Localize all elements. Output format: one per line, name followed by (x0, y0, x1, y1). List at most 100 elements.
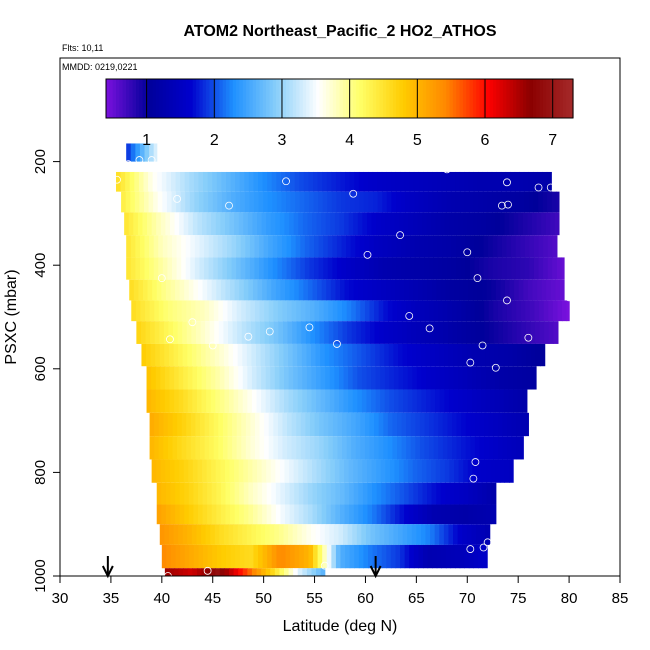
heatmap-cell (547, 235, 553, 258)
heatmap-cell (309, 257, 315, 280)
heatmap-cell (381, 544, 387, 569)
heatmap-cell (264, 300, 270, 322)
heatmap-cell (183, 212, 189, 236)
heatmap-cell (165, 279, 172, 301)
colorbar-segment (456, 79, 461, 118)
heatmap-cell (445, 279, 451, 301)
heatmap-cell (250, 321, 257, 344)
heatmap-cell (192, 366, 198, 390)
heatmap-cell (253, 191, 260, 213)
heatmap-cell (144, 143, 150, 162)
heatmap-cell (431, 459, 437, 483)
heatmap-cell (448, 343, 454, 367)
heatmap-cell (430, 524, 436, 545)
heatmap-cell (515, 257, 521, 280)
heatmap-cell (427, 544, 433, 569)
heatmap-cell (247, 366, 253, 390)
heatmap-cell (400, 171, 406, 192)
heatmap-cell (236, 235, 242, 258)
heatmap-cell (360, 321, 367, 344)
heatmap-cell (293, 212, 299, 236)
heatmap-cell (408, 504, 414, 525)
colorbar-segment (556, 79, 561, 118)
heatmap-cell (167, 235, 173, 258)
heatmap-cell (318, 191, 324, 213)
heatmap-cell (311, 568, 317, 576)
heatmap-cell (144, 235, 150, 258)
heatmap-cell (397, 436, 403, 460)
y-tick-label: 1000 (32, 559, 49, 592)
heatmap-cell (501, 235, 508, 258)
heatmap-cell (214, 343, 220, 367)
heatmap-cell (383, 412, 389, 437)
heatmap-cell (309, 300, 316, 322)
heatmap-cell (419, 412, 426, 437)
heatmap-cell (421, 212, 428, 236)
heatmap-cell (353, 504, 359, 525)
heatmap-cell (312, 504, 318, 525)
heatmap-cell (380, 459, 386, 483)
heatmap-cell (359, 235, 366, 258)
heatmap-cell (145, 300, 151, 322)
heatmap-cell (392, 321, 399, 344)
heatmap-cell (186, 321, 192, 344)
heatmap-cell (216, 171, 222, 192)
heatmap-cell (308, 191, 315, 213)
heatmap-cell (239, 171, 245, 192)
colorbar-segment (322, 79, 327, 118)
heatmap-cell (360, 412, 366, 437)
heatmap-cell (264, 436, 270, 460)
heatmap-cell (375, 389, 381, 413)
heatmap-cell (485, 343, 491, 367)
heatmap-cell (193, 279, 199, 301)
heatmap-cell (511, 300, 517, 322)
heatmap-cell (342, 321, 348, 344)
heatmap-cell (550, 212, 556, 236)
heatmap-cell (238, 389, 244, 413)
colorbar-segment (382, 79, 387, 118)
heatmap-cell (353, 482, 359, 505)
heatmap-cell (316, 459, 322, 483)
heatmap-cell (279, 568, 285, 576)
heatmap-cell (452, 300, 458, 322)
heatmap-cell (377, 191, 383, 213)
heatmap-cell (324, 321, 330, 344)
sample-point (478, 341, 487, 350)
heatmap-cell (183, 568, 189, 576)
heatmap-cell (524, 191, 530, 213)
heatmap-cell (249, 191, 255, 213)
heatmap-cell (386, 191, 393, 213)
heatmap-cell (247, 568, 253, 576)
heatmap-cell (185, 257, 191, 280)
colorbar-segment (559, 79, 564, 118)
heatmap-cell (338, 343, 344, 367)
heatmap-cell (282, 436, 288, 460)
colorbar-segment (139, 79, 144, 118)
heatmap-cell (320, 366, 326, 390)
heatmap-cell (440, 504, 446, 525)
heatmap-cell (365, 524, 372, 545)
heatmap-cell (333, 524, 340, 545)
heatmap-cell (326, 171, 332, 192)
heatmap-cell (540, 343, 546, 367)
heatmap-cell (459, 171, 465, 192)
y-tick-label: 400 (32, 253, 49, 278)
heatmap-cell (460, 191, 466, 213)
heatmap-cell (311, 389, 317, 413)
heatmap-cell (210, 343, 216, 367)
heatmap-cell (481, 389, 487, 413)
colorbar-segment (546, 79, 551, 118)
heatmap-cell (443, 524, 450, 545)
heatmap-cell (325, 366, 331, 390)
heatmap-cell (478, 235, 485, 258)
heatmap-cell (270, 459, 276, 483)
x-tick-label: 65 (408, 590, 425, 607)
heatmap-cell (288, 389, 294, 413)
heatmap-cell (360, 300, 366, 322)
heatmap-cell (496, 171, 502, 192)
heatmap-cell (287, 321, 293, 344)
heatmap-cell (158, 300, 164, 322)
heatmap-cell (140, 300, 146, 322)
sample-point (497, 201, 506, 210)
heatmap-cell (242, 568, 248, 576)
